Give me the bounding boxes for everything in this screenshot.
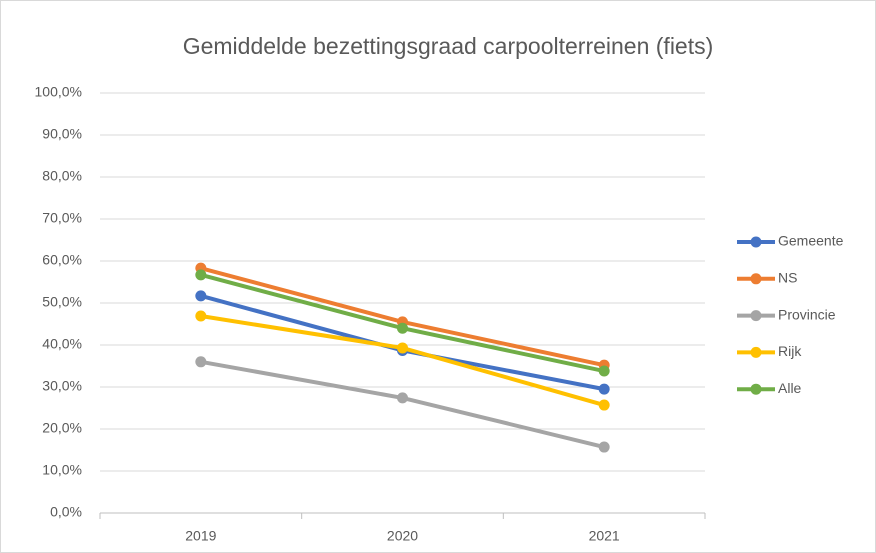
- y-tick-label: 80,0%: [42, 168, 82, 184]
- data-point: [598, 383, 610, 395]
- legend-dot: [750, 383, 762, 395]
- y-tick-label: 40,0%: [42, 336, 82, 352]
- y-tick-label: 60,0%: [42, 252, 82, 268]
- legend-label: Rijk: [778, 343, 802, 359]
- chart-title: Gemiddelde bezettingsgraad carpoolterrei…: [183, 33, 714, 59]
- x-tick-label: 2021: [589, 528, 620, 544]
- data-point: [397, 342, 408, 354]
- legend-label: Alle: [778, 380, 802, 396]
- y-tick-label: 20,0%: [42, 420, 82, 436]
- y-tick-label: 100,0%: [35, 84, 82, 100]
- data-point: [397, 322, 408, 334]
- legend-dot: [750, 346, 762, 358]
- data-point: [195, 290, 207, 302]
- data-point: [195, 310, 207, 322]
- data-point: [598, 365, 610, 377]
- x-tick-label: 2019: [185, 528, 216, 544]
- x-tick-label: 2020: [387, 528, 418, 544]
- data-point: [598, 399, 610, 411]
- y-tick-label: 50,0%: [42, 294, 82, 310]
- y-tick-label: 90,0%: [42, 126, 82, 142]
- legend-dot: [750, 273, 762, 285]
- data-point: [195, 269, 207, 281]
- legend-dot: [750, 236, 762, 248]
- legend-label: Gemeente: [778, 233, 844, 249]
- y-tick-label: 70,0%: [42, 210, 82, 226]
- data-point: [195, 356, 207, 368]
- y-tick-label: 0,0%: [50, 504, 82, 520]
- data-point: [598, 441, 610, 453]
- data-point: [397, 392, 408, 404]
- y-tick-label: 10,0%: [42, 462, 82, 478]
- legend-label: Provincie: [778, 306, 836, 322]
- y-tick-label: 30,0%: [42, 378, 82, 394]
- legend-dot: [750, 310, 762, 322]
- legend-label: NS: [778, 270, 797, 286]
